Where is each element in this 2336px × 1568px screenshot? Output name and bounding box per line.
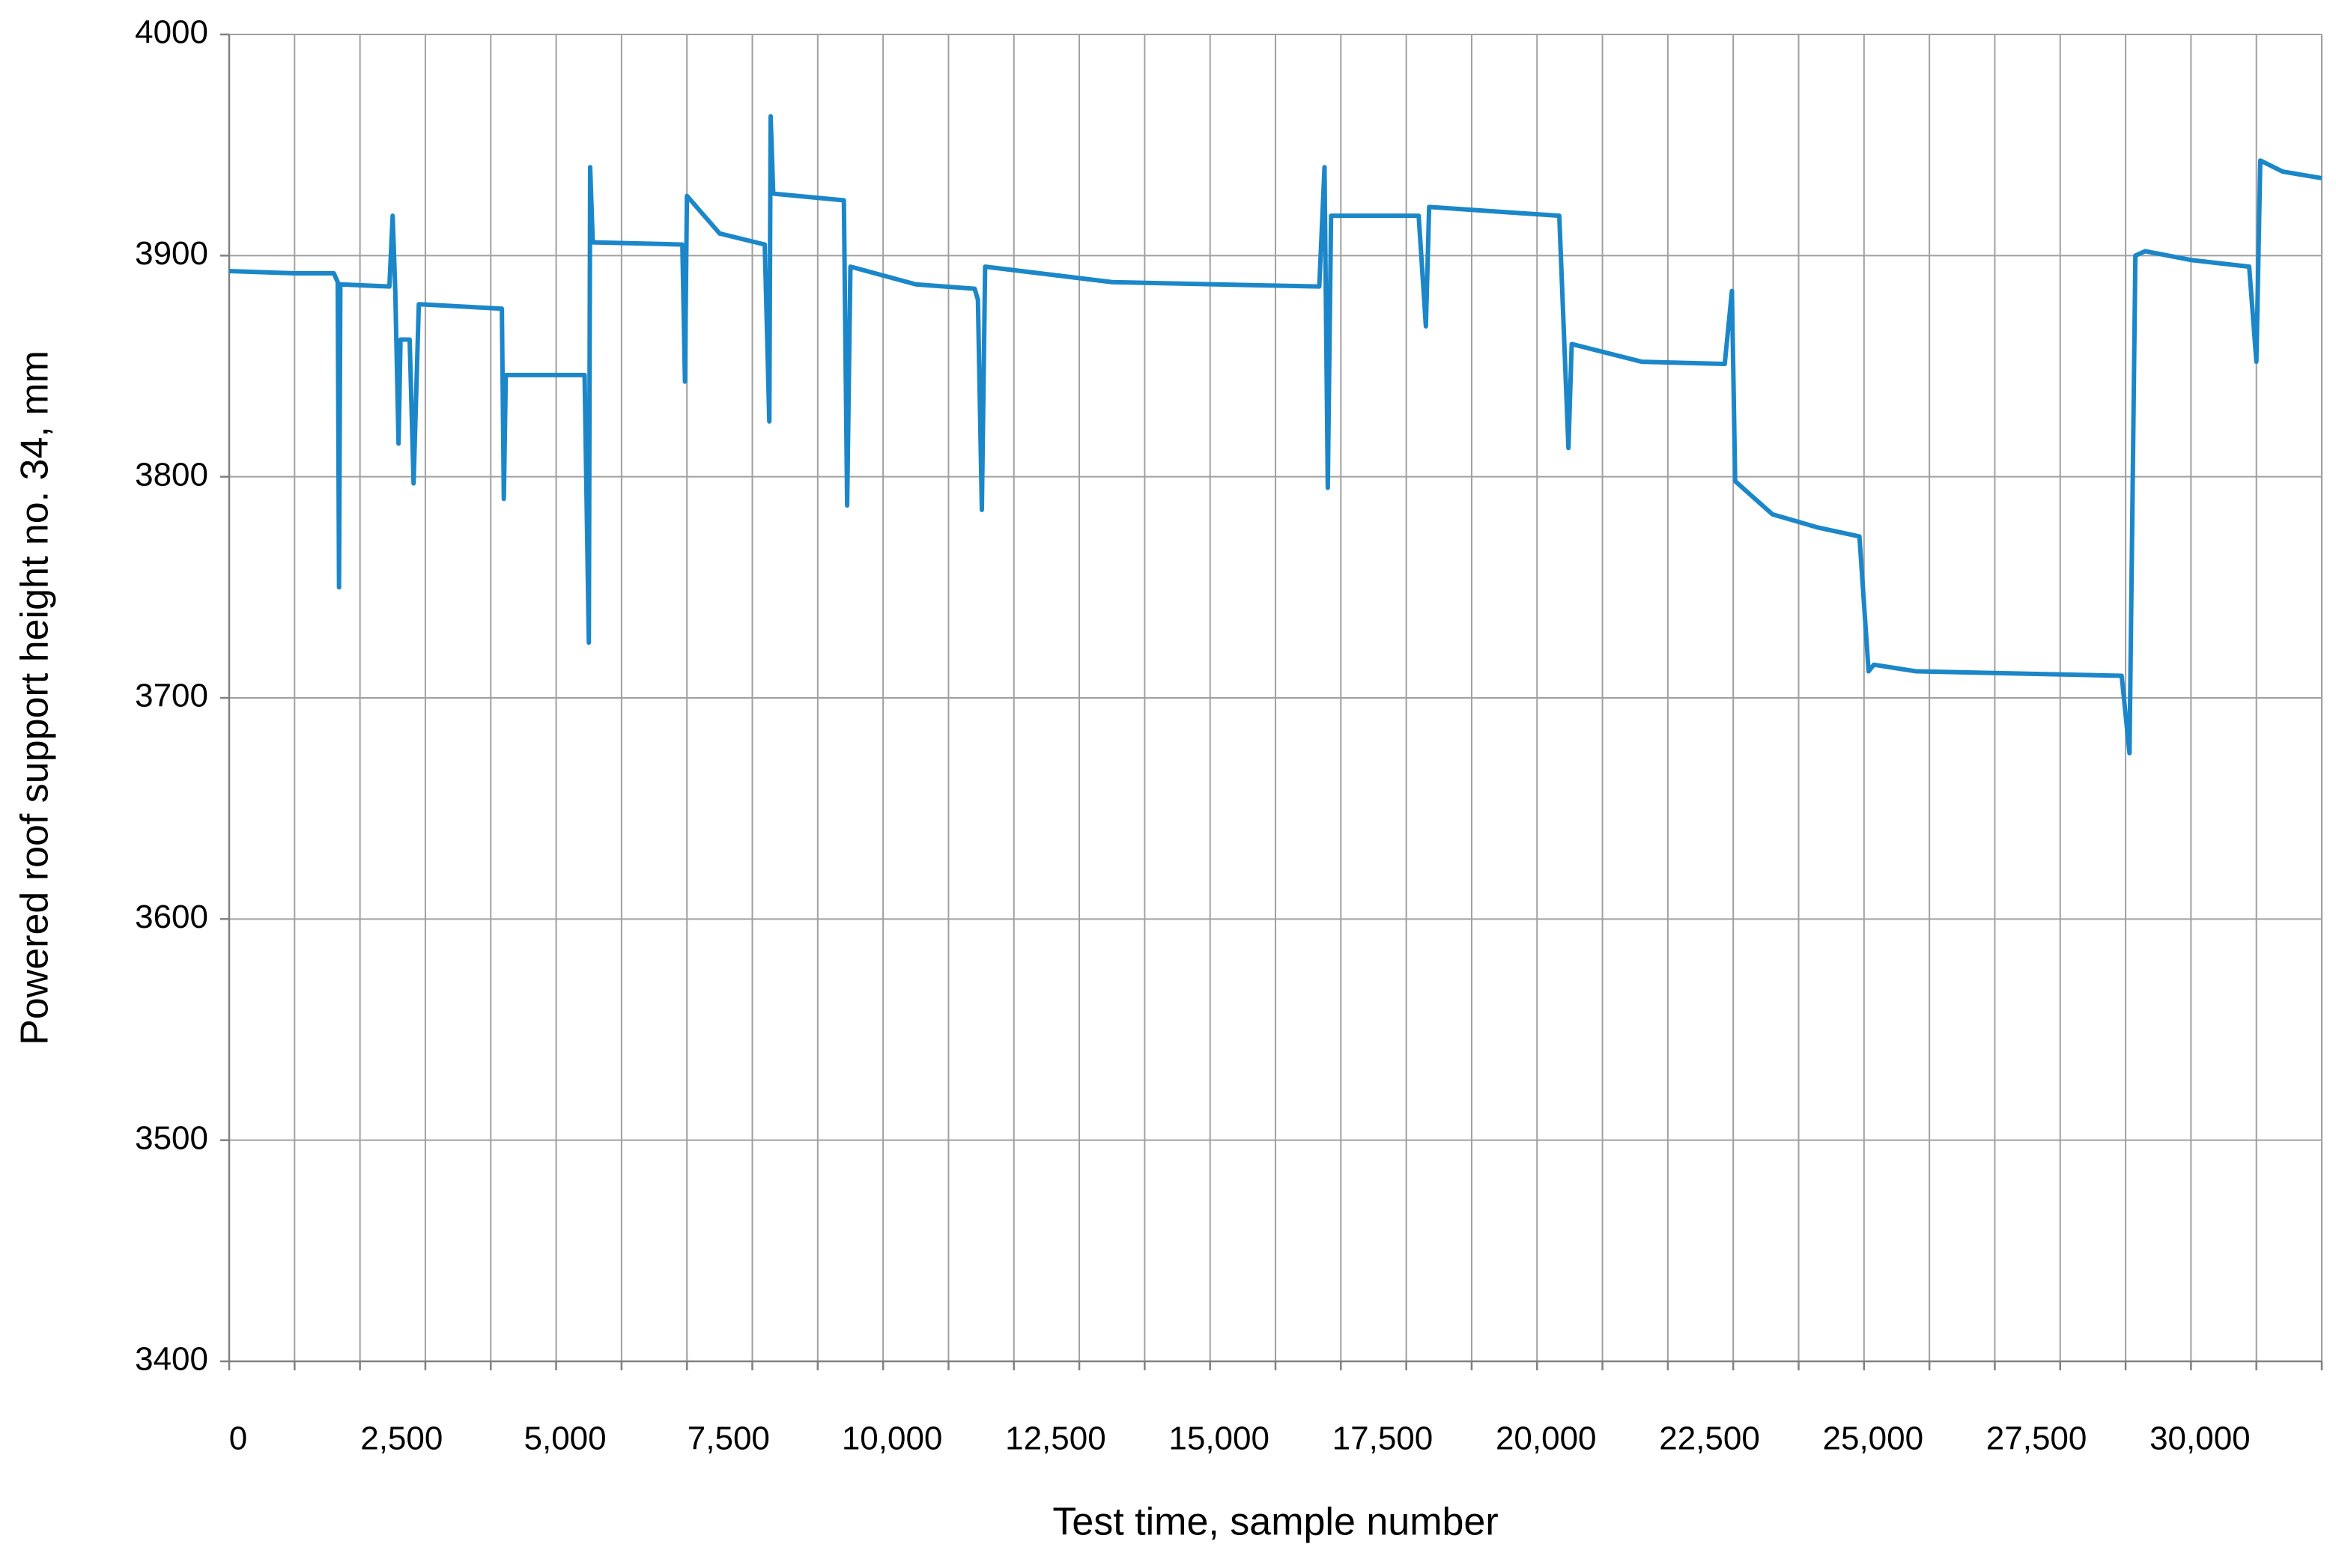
x-tick-label: 2,500 (360, 1420, 443, 1457)
x-tick-label: 12,500 (1005, 1420, 1106, 1457)
y-tick-label: 3800 (135, 456, 208, 493)
x-tick-label: 20,000 (1496, 1420, 1597, 1457)
x-tick-label: 15,000 (1168, 1420, 1269, 1457)
x-tick-label: 7,500 (688, 1420, 770, 1457)
x-tick-label: 5,000 (524, 1420, 607, 1457)
x-tick-label: 30,000 (2150, 1420, 2251, 1457)
x-tick-label: 27,500 (1986, 1420, 2087, 1457)
y-tick-label: 3500 (135, 1119, 208, 1156)
x-tick-label: 10,000 (842, 1420, 943, 1457)
y-tick-label: 3600 (135, 899, 208, 935)
y-tick-label: 3900 (135, 235, 208, 272)
x-tick-label: 0 (229, 1420, 247, 1457)
y-tick-label: 3400 (135, 1341, 208, 1378)
y-tick-label: 3700 (135, 678, 208, 714)
data-line (228, 114, 2323, 756)
x-tick-label: 25,000 (1823, 1420, 1924, 1457)
y-axis-title: Powered roof support height no. 34, mm (13, 350, 57, 1045)
y-tick-label: 4000 (135, 14, 208, 51)
x-axis-title: Test time, sample number (1052, 1501, 1498, 1544)
x-tick-label: 17,500 (1332, 1420, 1434, 1457)
x-tick-label: 22,500 (1659, 1420, 1760, 1457)
